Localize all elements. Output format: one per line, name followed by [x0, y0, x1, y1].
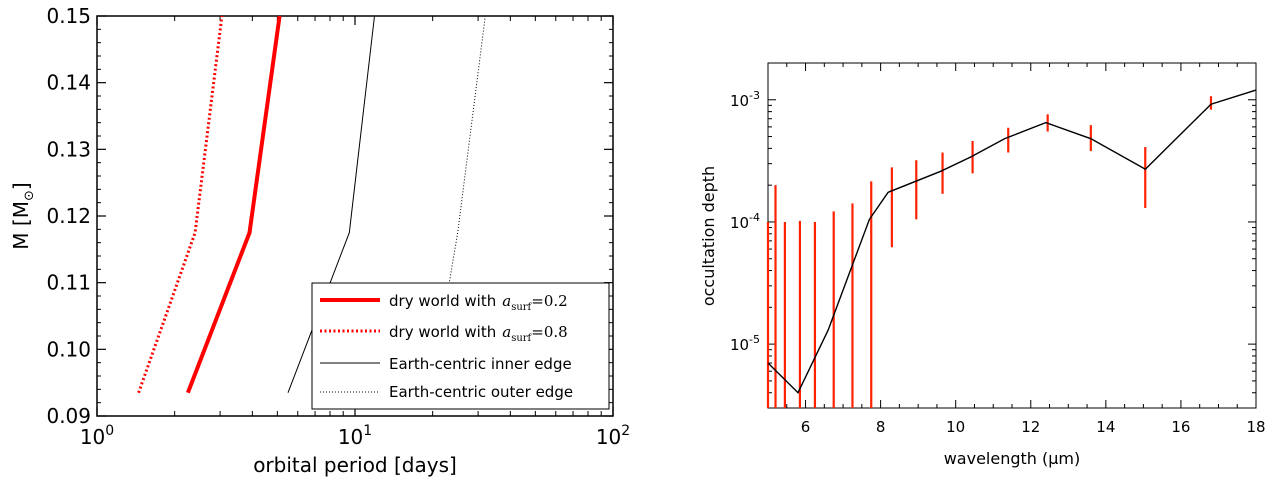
legend-entry-inner-edge: Earth-centric inner edge	[320, 355, 572, 373]
left-x-tick-label: 100	[80, 423, 114, 449]
legend-label-inner-edge: Earth-centric inner edge	[389, 355, 572, 373]
series-dry-world-0.8	[137, 15, 224, 394]
right-series	[766, 89, 1257, 408]
right-x-tick-label: 10	[946, 418, 965, 436]
model-spectrum-line	[767, 89, 1257, 394]
right-plot-frame	[767, 62, 1257, 409]
series-dry-world-0.2	[186, 15, 282, 394]
legend-label-dry-02: dry world with	[389, 292, 496, 310]
left-x-tick-label: 102	[596, 423, 630, 449]
left-y-tick-label: 0.10	[46, 337, 91, 361]
right-ticks: 6 8 10 12 14 16 18 10-5 10-4 10-3	[730, 62, 1266, 436]
mass-period-chart: 0.09 0.10 0.11 0.12 0.13 0.14 0.15 100 101 102 or…	[9, 4, 630, 477]
right-x-tick-label: 12	[1021, 418, 1040, 436]
legend-entry-outer-edge: Earth-centric outer edge	[320, 383, 573, 401]
sun-symbol: ⊙	[22, 190, 37, 201]
right-x-tick-label: 16	[1171, 418, 1190, 436]
left-ticks: 0.09 0.10 0.11 0.12 0.13 0.14 0.15 100 101 102	[46, 4, 630, 449]
right-y-tick-label: 10-4	[730, 211, 760, 232]
left-y-axis-title: M [M⊙]	[9, 182, 37, 249]
occultation-depth-chart: 6 8 10 12 14 16 18 10-5 10-4 10-3 wavelength (μm)…	[699, 62, 1266, 468]
right-x-tick-label: 8	[876, 418, 886, 436]
left-y-tick-label: 0.13	[46, 137, 91, 161]
left-y-tick-label: 0.11	[46, 271, 91, 295]
legend-box	[311, 282, 610, 410]
left-legend: dry world with asurf=0.2 dry world with as…	[311, 282, 610, 410]
legend-label-dry-08: dry world with	[389, 323, 496, 341]
series-earth-inner-edge	[287, 15, 375, 393]
right-x-tick-label: 14	[1096, 418, 1115, 436]
left-y-tick-label: 0.09	[46, 404, 91, 428]
left-y-tick-label: 0.15	[46, 4, 91, 28]
right-y-tick-label: 10-5	[730, 333, 760, 354]
left-y-tick-label: 0.12	[46, 204, 91, 228]
legend-label-outer-edge: Earth-centric outer edge	[389, 383, 573, 401]
right-x-tick-label: 6	[801, 418, 811, 436]
left-y-tick-label: 0.14	[46, 71, 91, 95]
right-x-tick-label: 18	[1246, 418, 1265, 436]
right-y-axis-title: occultation depth	[699, 166, 718, 306]
left-x-tick-label: 101	[338, 423, 372, 449]
legend-entry-dry-02: dry world with asurf=0.2	[320, 292, 568, 313]
right-x-axis-title: wavelength (μm)	[944, 449, 1081, 468]
left-x-axis-title: orbital period [days]	[253, 453, 457, 477]
legend-entry-dry-08: dry world with asurf=0.8	[320, 323, 568, 344]
right-y-tick-label: 10-3	[730, 89, 760, 110]
